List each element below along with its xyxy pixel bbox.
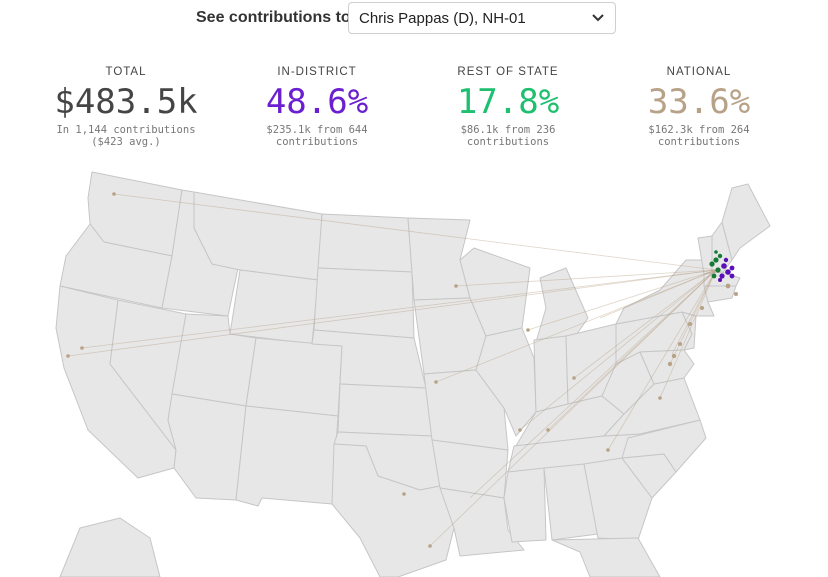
national-contribution-dots — [66, 192, 738, 548]
state-maryland — [639, 349, 695, 385]
stat-national: NATIONAL 33.6% $162.3k from 264 contribu… — [599, 66, 799, 148]
stat-total-value: $483.5k — [54, 82, 198, 122]
stat-national-value: 33.6% — [647, 82, 751, 122]
contribution-flow-lines — [67, 193, 717, 547]
in-district-dots — [718, 257, 735, 282]
state-north-dakota — [317, 213, 413, 273]
stat-rest-of-state-desc-line2: contributions — [466, 136, 550, 148]
stat-rest-of-state: REST OF STATE 17.8% $86.1k from 236 cont… — [408, 66, 608, 148]
state-maine — [721, 183, 771, 261]
state-illinois — [475, 327, 537, 437]
stat-in-district-desc-line1: $235.1k from 644 — [266, 124, 368, 136]
state-alaska-partial — [59, 517, 161, 577]
stat-in-district-title: IN-DISTRICT — [277, 66, 357, 78]
state-arizona — [167, 393, 247, 501]
stat-national-title: NATIONAL — [666, 66, 732, 78]
us-states — [55, 171, 771, 577]
selector-label: See contributions to — [196, 9, 351, 26]
state-georgia — [583, 457, 653, 541]
stat-in-district: IN-DISTRICT 48.6% $235.1k from 644 contr… — [217, 66, 417, 148]
stat-total-desc-line1: In 1,144 contributions — [56, 124, 196, 136]
recipient-select[interactable]: Chris Pappas (D), NH-01 — [348, 2, 616, 34]
state-florida — [551, 537, 661, 577]
state-indiana — [533, 335, 569, 413]
chevron-down-icon — [592, 14, 604, 22]
stat-in-district-value: 48.6% — [265, 82, 369, 122]
state-connecticut-ri — [703, 285, 737, 303]
stat-rest-of-state-desc-line1: $86.1k from 236 — [460, 124, 556, 136]
state-colorado — [245, 337, 343, 417]
us-contributions-map — [55, 171, 771, 577]
state-missouri — [423, 369, 509, 451]
state-mississippi — [503, 467, 547, 543]
rest-of-state-dots — [709, 250, 723, 279]
state-south-dakota — [313, 267, 415, 339]
state-new-york — [615, 259, 715, 325]
stat-rest-of-state-title: REST OF STATE — [457, 66, 559, 78]
stat-total: TOTAL $483.5k In 1,144 contributions ($4… — [26, 66, 226, 148]
recipient-selector-row: See contributions to Chris Pappas (D), N… — [0, 2, 828, 34]
state-texas — [331, 443, 455, 577]
stat-in-district-desc-line2: contributions — [275, 136, 359, 148]
state-kansas — [337, 383, 433, 437]
state-new-mexico — [235, 405, 339, 507]
stat-rest-of-state-value: 17.8% — [456, 82, 560, 122]
stat-total-desc-line2: ($423 avg.) — [91, 136, 161, 148]
stat-total-title: TOTAL — [105, 66, 147, 78]
stat-national-desc-line1: $162.3k from 264 — [648, 124, 750, 136]
recipient-select-value: Chris Pappas (D), NH-01 — [359, 10, 526, 27]
stat-national-desc-line2: contributions — [657, 136, 741, 148]
